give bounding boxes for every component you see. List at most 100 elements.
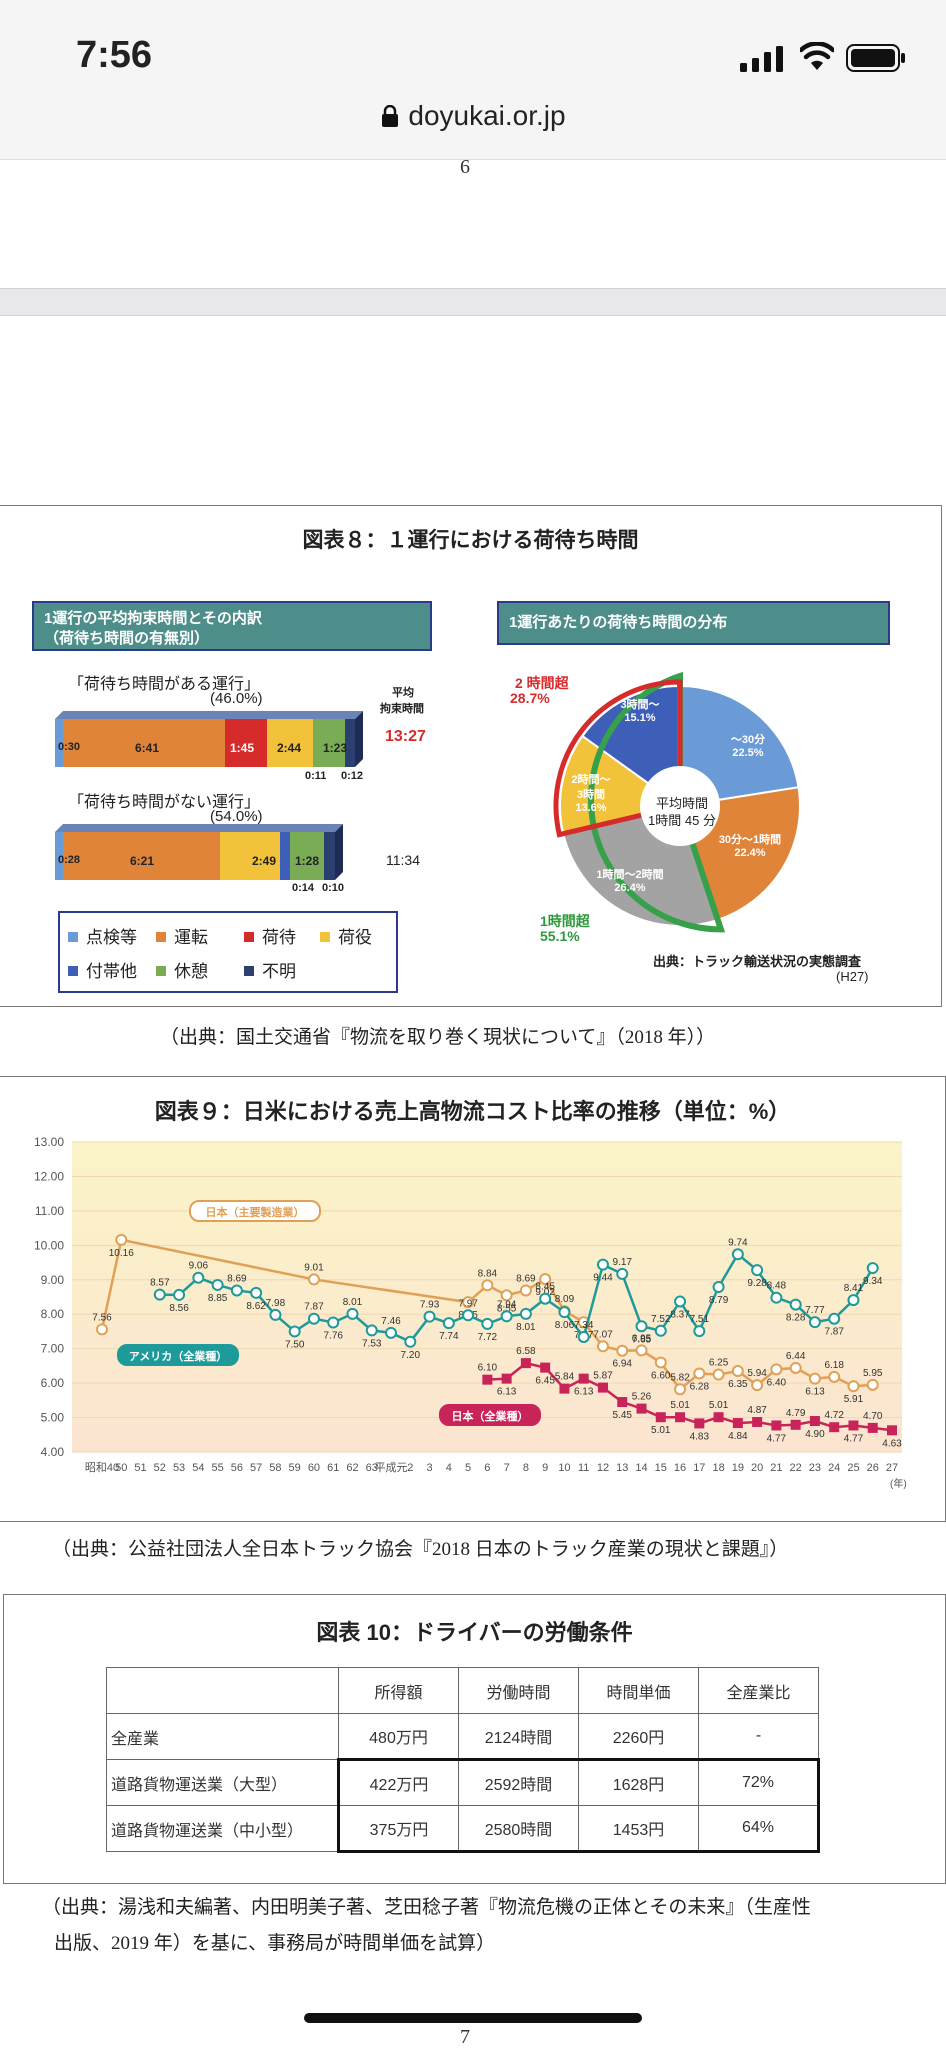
- x-tick-label: 27: [886, 1462, 898, 1474]
- data-point: [577, 1330, 590, 1343]
- data-point: [596, 1340, 609, 1353]
- series-callout-box: [439, 1404, 541, 1426]
- data-label: 7.72: [478, 1332, 498, 1343]
- data-point: [519, 1307, 532, 1320]
- data-label: 4.77: [844, 1433, 864, 1444]
- legend-handling: 荷役: [320, 923, 372, 948]
- data-point: [365, 1324, 378, 1337]
- data-label: 7.50: [285, 1339, 305, 1350]
- data-point: [771, 1420, 782, 1431]
- legend-waiting: 荷待: [244, 923, 296, 948]
- x-tick-label: 21: [770, 1462, 782, 1474]
- pie-pct-1: 22.4%: [734, 847, 766, 859]
- data-label: 4.72: [824, 1410, 844, 1421]
- data-label: 6.60: [651, 1370, 671, 1381]
- x-tick-label: 26: [867, 1462, 879, 1474]
- data-point: [808, 1372, 821, 1385]
- data-label: 7.07: [593, 1329, 613, 1340]
- data-point: [866, 1262, 879, 1275]
- row2-seg-label-2: 6:21: [130, 854, 155, 868]
- fig8-right-heading: 1運行あたりの荷待ち時間の分布: [497, 601, 890, 645]
- y-tick-label: 4.00: [41, 1445, 65, 1459]
- data-point: [153, 1288, 166, 1301]
- data-label: 7.98: [266, 1298, 286, 1309]
- fig8-source: 出典：トラック輸送状況の実態調査: [653, 954, 862, 969]
- data-point: [520, 1358, 531, 1369]
- y-tick-label: 6.00: [41, 1376, 65, 1390]
- data-point: [385, 1326, 398, 1339]
- data-label: 4.70: [863, 1411, 883, 1422]
- data-point: [404, 1335, 417, 1348]
- data-label: 5.87: [593, 1371, 613, 1382]
- table-cell: 480万円: [338, 1713, 459, 1760]
- pie-pct-4: 15.1%: [624, 712, 656, 724]
- over-1h-label: 1時間超: [540, 913, 590, 929]
- x-tick-label: 59: [289, 1462, 301, 1474]
- x-tick-label: 19: [732, 1462, 744, 1474]
- data-point: [462, 1309, 475, 1322]
- data-label: 7.74: [439, 1331, 459, 1342]
- row2-seg-label-5: 0:14: [292, 882, 315, 894]
- data-point: [770, 1363, 783, 1376]
- data-point: [616, 1344, 629, 1357]
- data-label: 7.77: [805, 1305, 825, 1316]
- data-point: [307, 1312, 320, 1325]
- table-cell: 422万円: [337, 1758, 459, 1806]
- fig8-left-heading: 1運行の平均拘束時間とその内訳 （荷待ち時間の有無別）: [32, 601, 432, 651]
- data-point: [596, 1258, 609, 1271]
- y-tick-label: 12.00: [34, 1169, 64, 1183]
- data-label: 8.57: [150, 1278, 170, 1289]
- table-cell: 道路貨物運送業（大型）: [106, 1759, 339, 1806]
- data-point: [731, 1365, 744, 1378]
- row1-seg-label-1: 0:30: [58, 741, 81, 753]
- data-point: [770, 1291, 783, 1304]
- x-tick-label: 60: [308, 1462, 320, 1474]
- data-point: [211, 1278, 224, 1291]
- data-point: [597, 1382, 608, 1393]
- pie-label-1: 30分～1時間: [718, 834, 782, 846]
- data-point: [752, 1417, 763, 1428]
- data-label: 5.94: [747, 1368, 767, 1379]
- data-label: 9.44: [593, 1273, 613, 1284]
- data-label: 8.41: [844, 1283, 864, 1294]
- data-point: [481, 1317, 494, 1330]
- pie-pct-0: 22.5%: [732, 747, 764, 759]
- data-point: [269, 1308, 282, 1321]
- data-point: [866, 1378, 879, 1391]
- wifi-icon: [800, 42, 834, 70]
- data-label: 7.56: [92, 1312, 112, 1323]
- data-point: [616, 1267, 629, 1280]
- data-point: [675, 1412, 686, 1423]
- x-tick-label: 2: [407, 1462, 413, 1474]
- data-point: [500, 1289, 513, 1302]
- data-point: [192, 1271, 205, 1284]
- data-label: 7.51: [690, 1314, 710, 1325]
- data-label: 8.01: [343, 1297, 363, 1308]
- row1-seg-label-5: 1:23: [323, 741, 348, 755]
- data-point: [828, 1370, 841, 1383]
- data-label: 7.93: [420, 1300, 440, 1311]
- table-header-cell: [106, 1667, 339, 1714]
- over-2h-label: 2 時間超: [515, 675, 569, 691]
- data-point: [288, 1325, 301, 1338]
- x-tick-label: 7: [504, 1462, 510, 1474]
- series-name-label: 日本（全業種）: [452, 1409, 529, 1423]
- row1-seg-label-6: 0:11: [305, 770, 327, 782]
- data-label: 6.13: [574, 1387, 594, 1398]
- row1-seg-driving: [63, 719, 225, 767]
- home-indicator[interactable]: [304, 2013, 642, 2023]
- legend-inspection: 点検等: [68, 923, 137, 948]
- x-tick-label: 平成元: [375, 1461, 408, 1474]
- logistics-cost-ratio-line-chart: 7.5610.169.018.358.848.558.699.028.097.7…: [34, 1137, 907, 1490]
- row1-total: 13:27: [385, 728, 426, 745]
- data-point: [462, 1296, 475, 1309]
- data-point: [790, 1419, 801, 1430]
- x-tick-label: 54: [192, 1462, 204, 1474]
- data-point: [789, 1298, 802, 1311]
- address-bar[interactable]: doyukai.or.jp: [0, 100, 946, 132]
- data-label: 5.84: [555, 1372, 575, 1383]
- x-tick-label: 昭和40: [85, 1461, 119, 1474]
- data-point: [173, 1288, 186, 1301]
- data-label: 6.13: [805, 1387, 825, 1398]
- data-label: 6.40: [767, 1377, 787, 1388]
